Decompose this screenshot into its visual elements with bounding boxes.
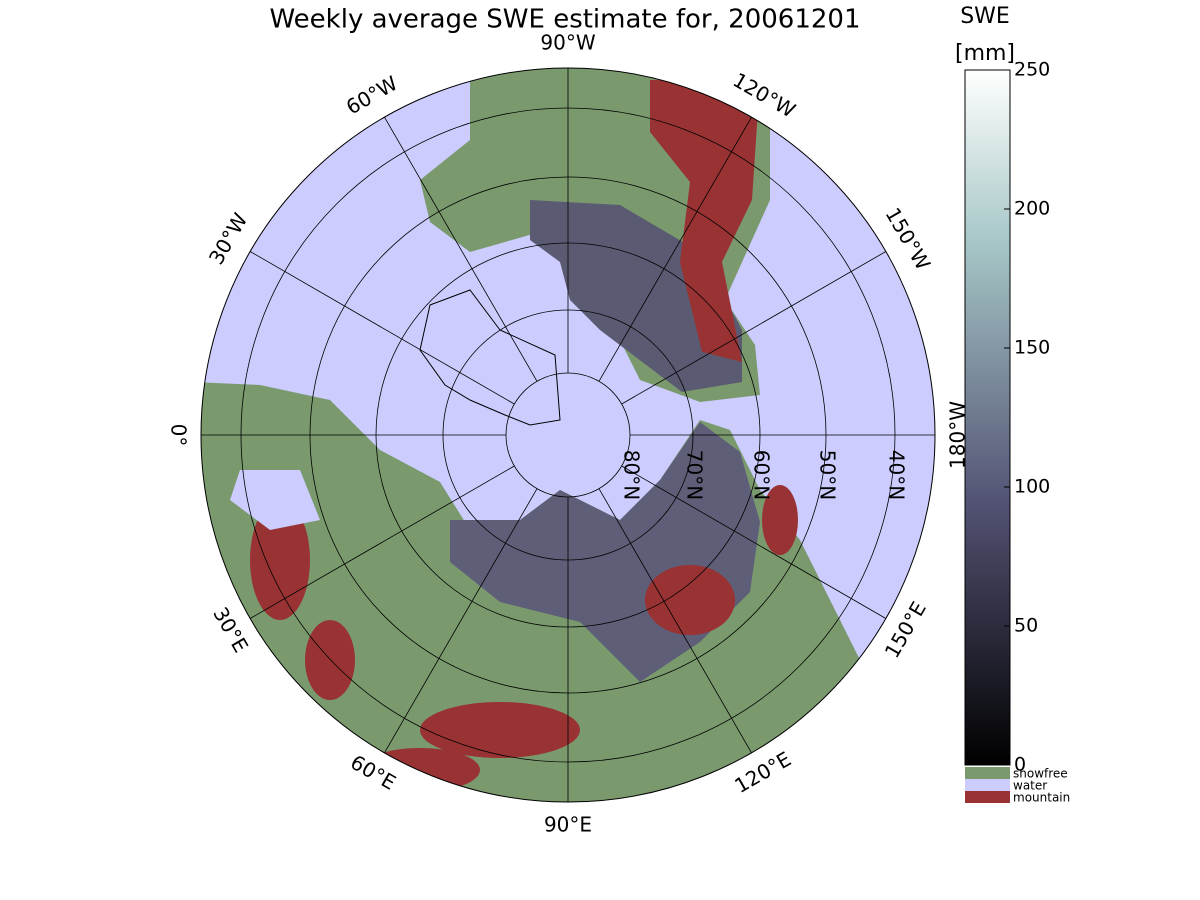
colorbar-tick-label: 100 [1014,476,1050,498]
mountain-area [645,565,735,635]
map-border [200,67,936,803]
class-swatch [965,779,1010,791]
colorbar-tick-label: 250 [1014,59,1050,81]
meridian [384,116,538,382]
class-label: mountain [1013,791,1070,805]
meridian [621,251,887,405]
mountain-area [250,500,310,620]
meridian [598,488,752,754]
class-label: snowfree [1013,767,1068,781]
colorbar-tick-label: 200 [1014,198,1050,220]
colorbar [964,69,1011,766]
class-label: water [1013,779,1047,793]
mountain-area [762,485,798,555]
colorbar-tick-label: 50 [1014,615,1038,637]
map-disc [201,68,935,802]
baltic [230,470,320,530]
parallel-label: 80°N [620,450,644,500]
meridian [598,116,752,382]
class-swatch [965,791,1010,803]
colorbar-tick-label: 150 [1014,337,1050,359]
parallel-label: 70°N [683,450,707,500]
mountain-area [305,620,355,700]
mountain-area [420,702,580,758]
meridian [621,465,887,619]
graticule [201,68,935,802]
colorbar-tick-label: 0 [1014,754,1026,776]
meridian-label: 90°W [540,31,595,55]
parallel-label: 40°N [885,450,909,500]
meridian [249,465,515,619]
meridian [249,251,515,405]
colorbar-label: SWE [960,4,1010,29]
parallel-label: 50°N [816,450,840,500]
meridian-label: 0° [167,424,191,447]
map-title: Weekly average SWE estimate for, 2006120… [269,5,860,35]
class-swatch [965,767,1010,779]
colorbar-unit: [mm] [955,41,1015,66]
meridian-label: 90°E [544,813,592,837]
greenland [419,289,561,426]
meridian [384,488,538,754]
parallel-label: 60°N [750,450,774,500]
